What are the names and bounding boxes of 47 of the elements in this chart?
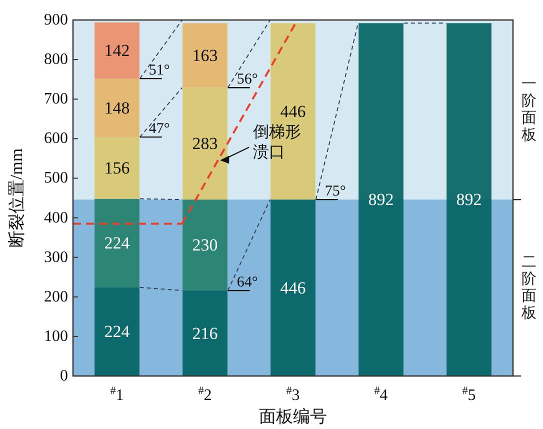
band-label: 二阶面板 bbox=[520, 254, 536, 322]
y-tick-label: 600 bbox=[44, 130, 68, 148]
data-label: 892 bbox=[456, 190, 482, 210]
x-tick-label: $^{#}$1 bbox=[110, 385, 124, 404]
data-label: 148 bbox=[104, 98, 130, 118]
data-label: 142 bbox=[104, 40, 130, 60]
y-tick-label: 200 bbox=[44, 288, 68, 306]
y-tick-label: 900 bbox=[44, 12, 68, 28]
data-label: 283 bbox=[192, 134, 218, 154]
bar bbox=[94, 198, 140, 288]
y-tick-label: 100 bbox=[44, 328, 68, 345]
y-tick-label: 700 bbox=[44, 90, 68, 108]
x-axis-title: 面板编号 bbox=[259, 407, 327, 426]
y-tick-label: 300 bbox=[44, 248, 68, 266]
bar bbox=[182, 200, 228, 291]
bar bbox=[358, 23, 404, 376]
y-tick-label: 500 bbox=[44, 170, 68, 187]
band-label: 一阶面板 bbox=[520, 76, 536, 144]
y-tick-label: 400 bbox=[44, 209, 68, 226]
data-label: 163 bbox=[192, 46, 218, 65]
data-label: 156 bbox=[104, 158, 130, 178]
annotation: 75° bbox=[324, 184, 346, 200]
data-label: 224 bbox=[104, 322, 130, 342]
data-label: 216 bbox=[192, 324, 218, 343]
y-axis-title: 断裂位置/mm bbox=[7, 148, 26, 248]
bar bbox=[94, 287, 140, 376]
bar bbox=[270, 200, 316, 376]
x-tick-label: $^{#}$2 bbox=[198, 385, 212, 404]
y-tick-label: 0 bbox=[60, 368, 68, 384]
bar bbox=[94, 137, 140, 199]
bar bbox=[94, 22, 140, 79]
y-tick-label: 800 bbox=[44, 51, 68, 68]
x-tick-label: $^{#}$3 bbox=[286, 385, 300, 404]
annotation: 56° bbox=[236, 72, 258, 88]
data-label: 224 bbox=[104, 234, 130, 253]
x-tick-label: $^{#}$4 bbox=[374, 385, 388, 404]
annotation: 51° bbox=[148, 62, 170, 79]
bar bbox=[446, 23, 492, 376]
annotation: 47° bbox=[148, 121, 170, 138]
x-tick-label: $^{#}$5 bbox=[462, 385, 476, 404]
annotation: 64° bbox=[236, 274, 258, 291]
data-label: 446 bbox=[280, 102, 306, 121]
data-label: 892 bbox=[368, 190, 394, 210]
bar bbox=[182, 290, 228, 376]
data-label: 230 bbox=[192, 236, 218, 255]
data-label: 446 bbox=[280, 278, 306, 298]
bar bbox=[94, 78, 140, 138]
